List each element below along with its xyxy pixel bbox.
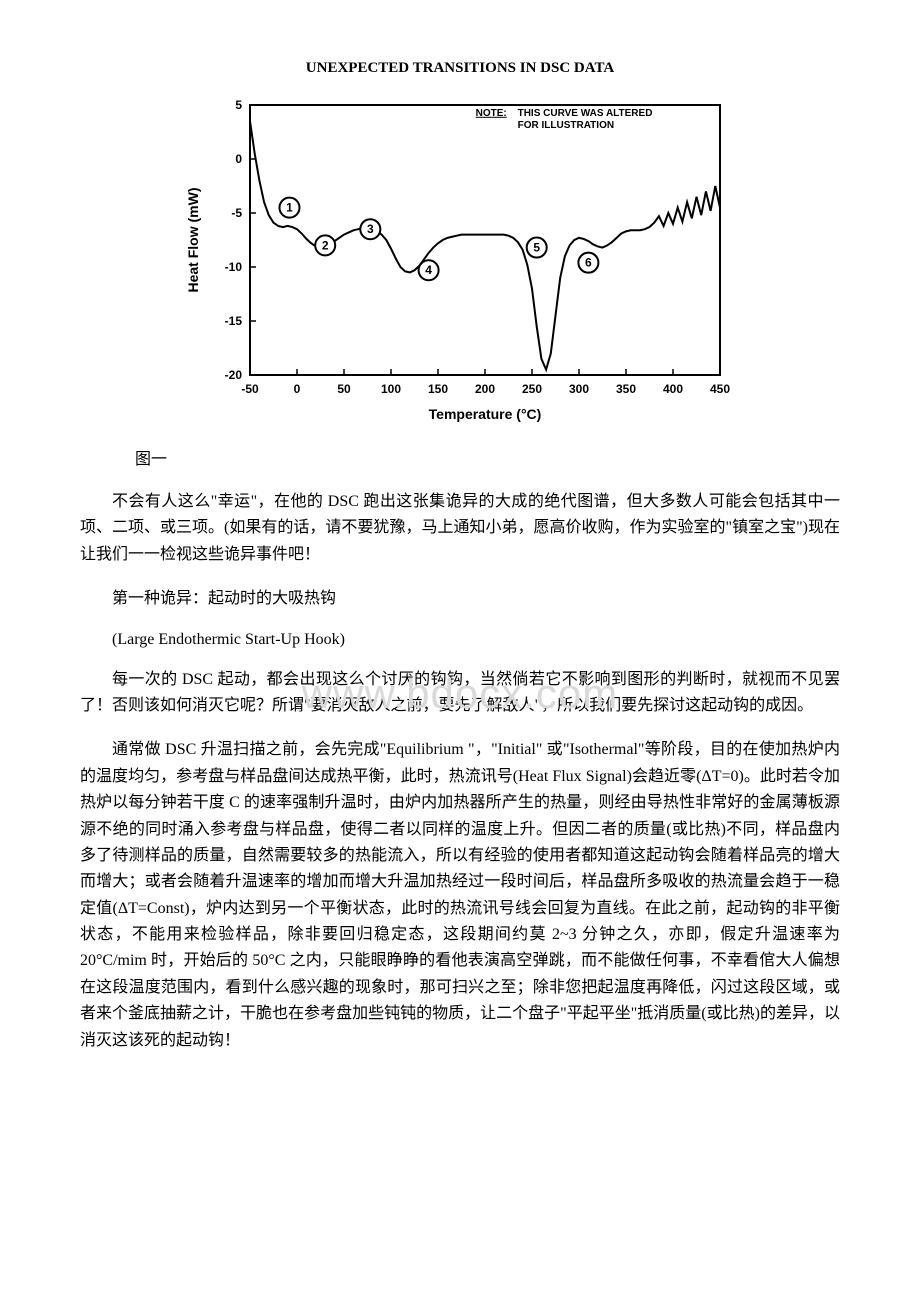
- svg-text:150: 150: [428, 382, 448, 396]
- svg-text:450: 450: [710, 382, 730, 396]
- svg-text:5: 5: [533, 241, 540, 255]
- svg-text:0: 0: [235, 152, 242, 166]
- svg-text:350: 350: [616, 382, 636, 396]
- svg-text:5: 5: [235, 98, 242, 112]
- paragraph-1: 不会有人这么"幸运"，在他的 DSC 跑出这张集诡异的大成的绝代图谱，但大多数人…: [80, 489, 840, 568]
- svg-text:-15: -15: [225, 314, 243, 328]
- figure-label: 图一: [135, 445, 840, 469]
- svg-text:400: 400: [663, 382, 683, 396]
- svg-text:-20: -20: [225, 368, 243, 382]
- svg-text:-5: -5: [231, 206, 242, 220]
- svg-text:6: 6: [585, 256, 592, 270]
- svg-text:250: 250: [522, 382, 542, 396]
- paragraph-5: 通常做 DSC 升温扫描之前，会先完成"Equilibrium "，"Initi…: [80, 737, 840, 1054]
- paragraph-4: 每一次的 DSC 起动，都会出现这么个讨厌的钩钩，当然倘若它不影响到图形的判断时…: [80, 667, 840, 720]
- svg-text:-10: -10: [225, 260, 243, 274]
- svg-text:4: 4: [425, 263, 432, 277]
- svg-text:Temperature (°C): Temperature (°C): [429, 406, 542, 422]
- svg-text:2: 2: [322, 238, 329, 252]
- chart-title: UNEXPECTED TRANSITIONS IN DSC DATA: [180, 60, 740, 77]
- paragraph-2: 第一种诡异：起动时的大吸热钩: [80, 586, 840, 612]
- svg-text:100: 100: [381, 382, 401, 396]
- svg-text:-50: -50: [241, 382, 259, 396]
- svg-text:3: 3: [367, 222, 374, 236]
- svg-text:200: 200: [475, 382, 495, 396]
- svg-text:50: 50: [337, 382, 351, 396]
- paragraph-3-english: (Large Endothermic Start-Up Hook): [80, 631, 840, 649]
- svg-text:0: 0: [294, 382, 301, 396]
- svg-text:1: 1: [286, 201, 293, 215]
- svg-text:THIS CURVE WAS ALTERED: THIS CURVE WAS ALTERED: [518, 108, 653, 119]
- svg-text:FOR ILLUSTRATION: FOR ILLUSTRATION: [518, 120, 614, 131]
- svg-text:300: 300: [569, 382, 589, 396]
- dsc-chart: UNEXPECTED TRANSITIONS IN DSC DATA -5005…: [180, 60, 740, 425]
- svg-text:Heat Flow (mW): Heat Flow (mW): [185, 188, 201, 293]
- chart-plot: -50050100150200250300350400450-20-15-10-…: [180, 85, 740, 425]
- svg-text:NOTE:: NOTE:: [476, 108, 507, 119]
